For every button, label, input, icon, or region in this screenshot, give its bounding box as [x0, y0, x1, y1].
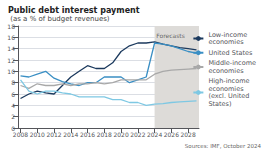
- svg-text:High-income: High-income: [208, 77, 250, 86]
- svg-text:16: 16: [7, 34, 15, 41]
- svg-text:Low-income: Low-income: [208, 30, 248, 39]
- svg-text:(as a % of budget revenues): (as a % of budget revenues): [8, 15, 110, 23]
- svg-text:2026: 2026: [164, 131, 179, 138]
- svg-text:2016: 2016: [80, 131, 95, 138]
- svg-text:(excl. United: (excl. United: [208, 92, 250, 101]
- svg-text:Sources: IMF, October 2024: Sources: IMF, October 2024: [185, 143, 262, 149]
- svg-text:8: 8: [11, 79, 15, 86]
- svg-text:economies: economies: [208, 84, 244, 93]
- svg-text:0: 0: [11, 124, 15, 132]
- svg-text:2: 2: [11, 113, 15, 120]
- svg-text:economies: economies: [208, 38, 244, 46]
- svg-text:2008: 2008: [13, 131, 28, 138]
- svg-text:18: 18: [7, 23, 15, 30]
- svg-text:2022: 2022: [130, 131, 145, 138]
- svg-text:economies: economies: [208, 67, 244, 75]
- svg-text:2012: 2012: [46, 131, 61, 138]
- svg-text:12: 12: [7, 57, 15, 64]
- svg-text:6: 6: [11, 91, 15, 98]
- svg-text:2024: 2024: [147, 131, 162, 138]
- svg-text:Middle-income: Middle-income: [208, 59, 256, 68]
- svg-text:2018: 2018: [97, 131, 112, 138]
- svg-text:2010: 2010: [30, 131, 45, 138]
- svg-text:4: 4: [11, 102, 15, 109]
- svg-text:2014: 2014: [63, 131, 78, 138]
- svg-text:States): States): [208, 100, 231, 108]
- svg-text:United States: United States: [208, 49, 253, 57]
- svg-text:2020: 2020: [113, 131, 128, 138]
- svg-text:2028: 2028: [180, 131, 195, 138]
- svg-text:10: 10: [7, 68, 15, 75]
- svg-text:Public debt interest payment: Public debt interest payment: [8, 6, 140, 15]
- svg-text:Forecasts: Forecasts: [156, 32, 185, 39]
- svg-text:14: 14: [7, 45, 15, 52]
